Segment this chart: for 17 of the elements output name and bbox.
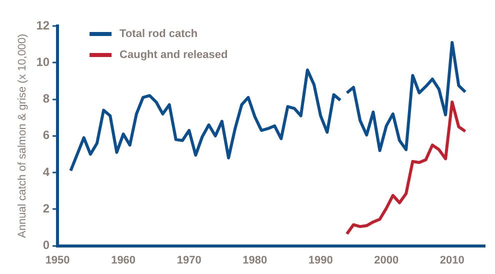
x-tick-label: 1980 — [242, 254, 268, 266]
x-tick-label: 1950 — [45, 254, 70, 266]
x-tick-label: 2000 — [374, 254, 399, 266]
x-tick-label: 2010 — [440, 254, 464, 266]
y-tick-label: 0 — [42, 238, 50, 252]
y-tick-label: 6 — [42, 128, 50, 142]
legend-label: Total rod catch — [120, 28, 198, 40]
x-tick-label: 1990 — [308, 254, 333, 266]
y-tick-label: 2 — [42, 201, 50, 216]
y-axis-title: Annual catch of salmon & grise (x 10,000) — [16, 34, 29, 238]
y-tick-label: 4 — [42, 164, 50, 179]
y-tick-label: 8 — [42, 92, 50, 106]
y-tick-label: 12 — [36, 18, 50, 32]
legend-label: Caught and released — [120, 49, 228, 62]
x-tick-label: 1970 — [176, 254, 202, 266]
y-tick-label: 10 — [36, 54, 50, 69]
x-tick-label: 1960 — [111, 254, 136, 266]
